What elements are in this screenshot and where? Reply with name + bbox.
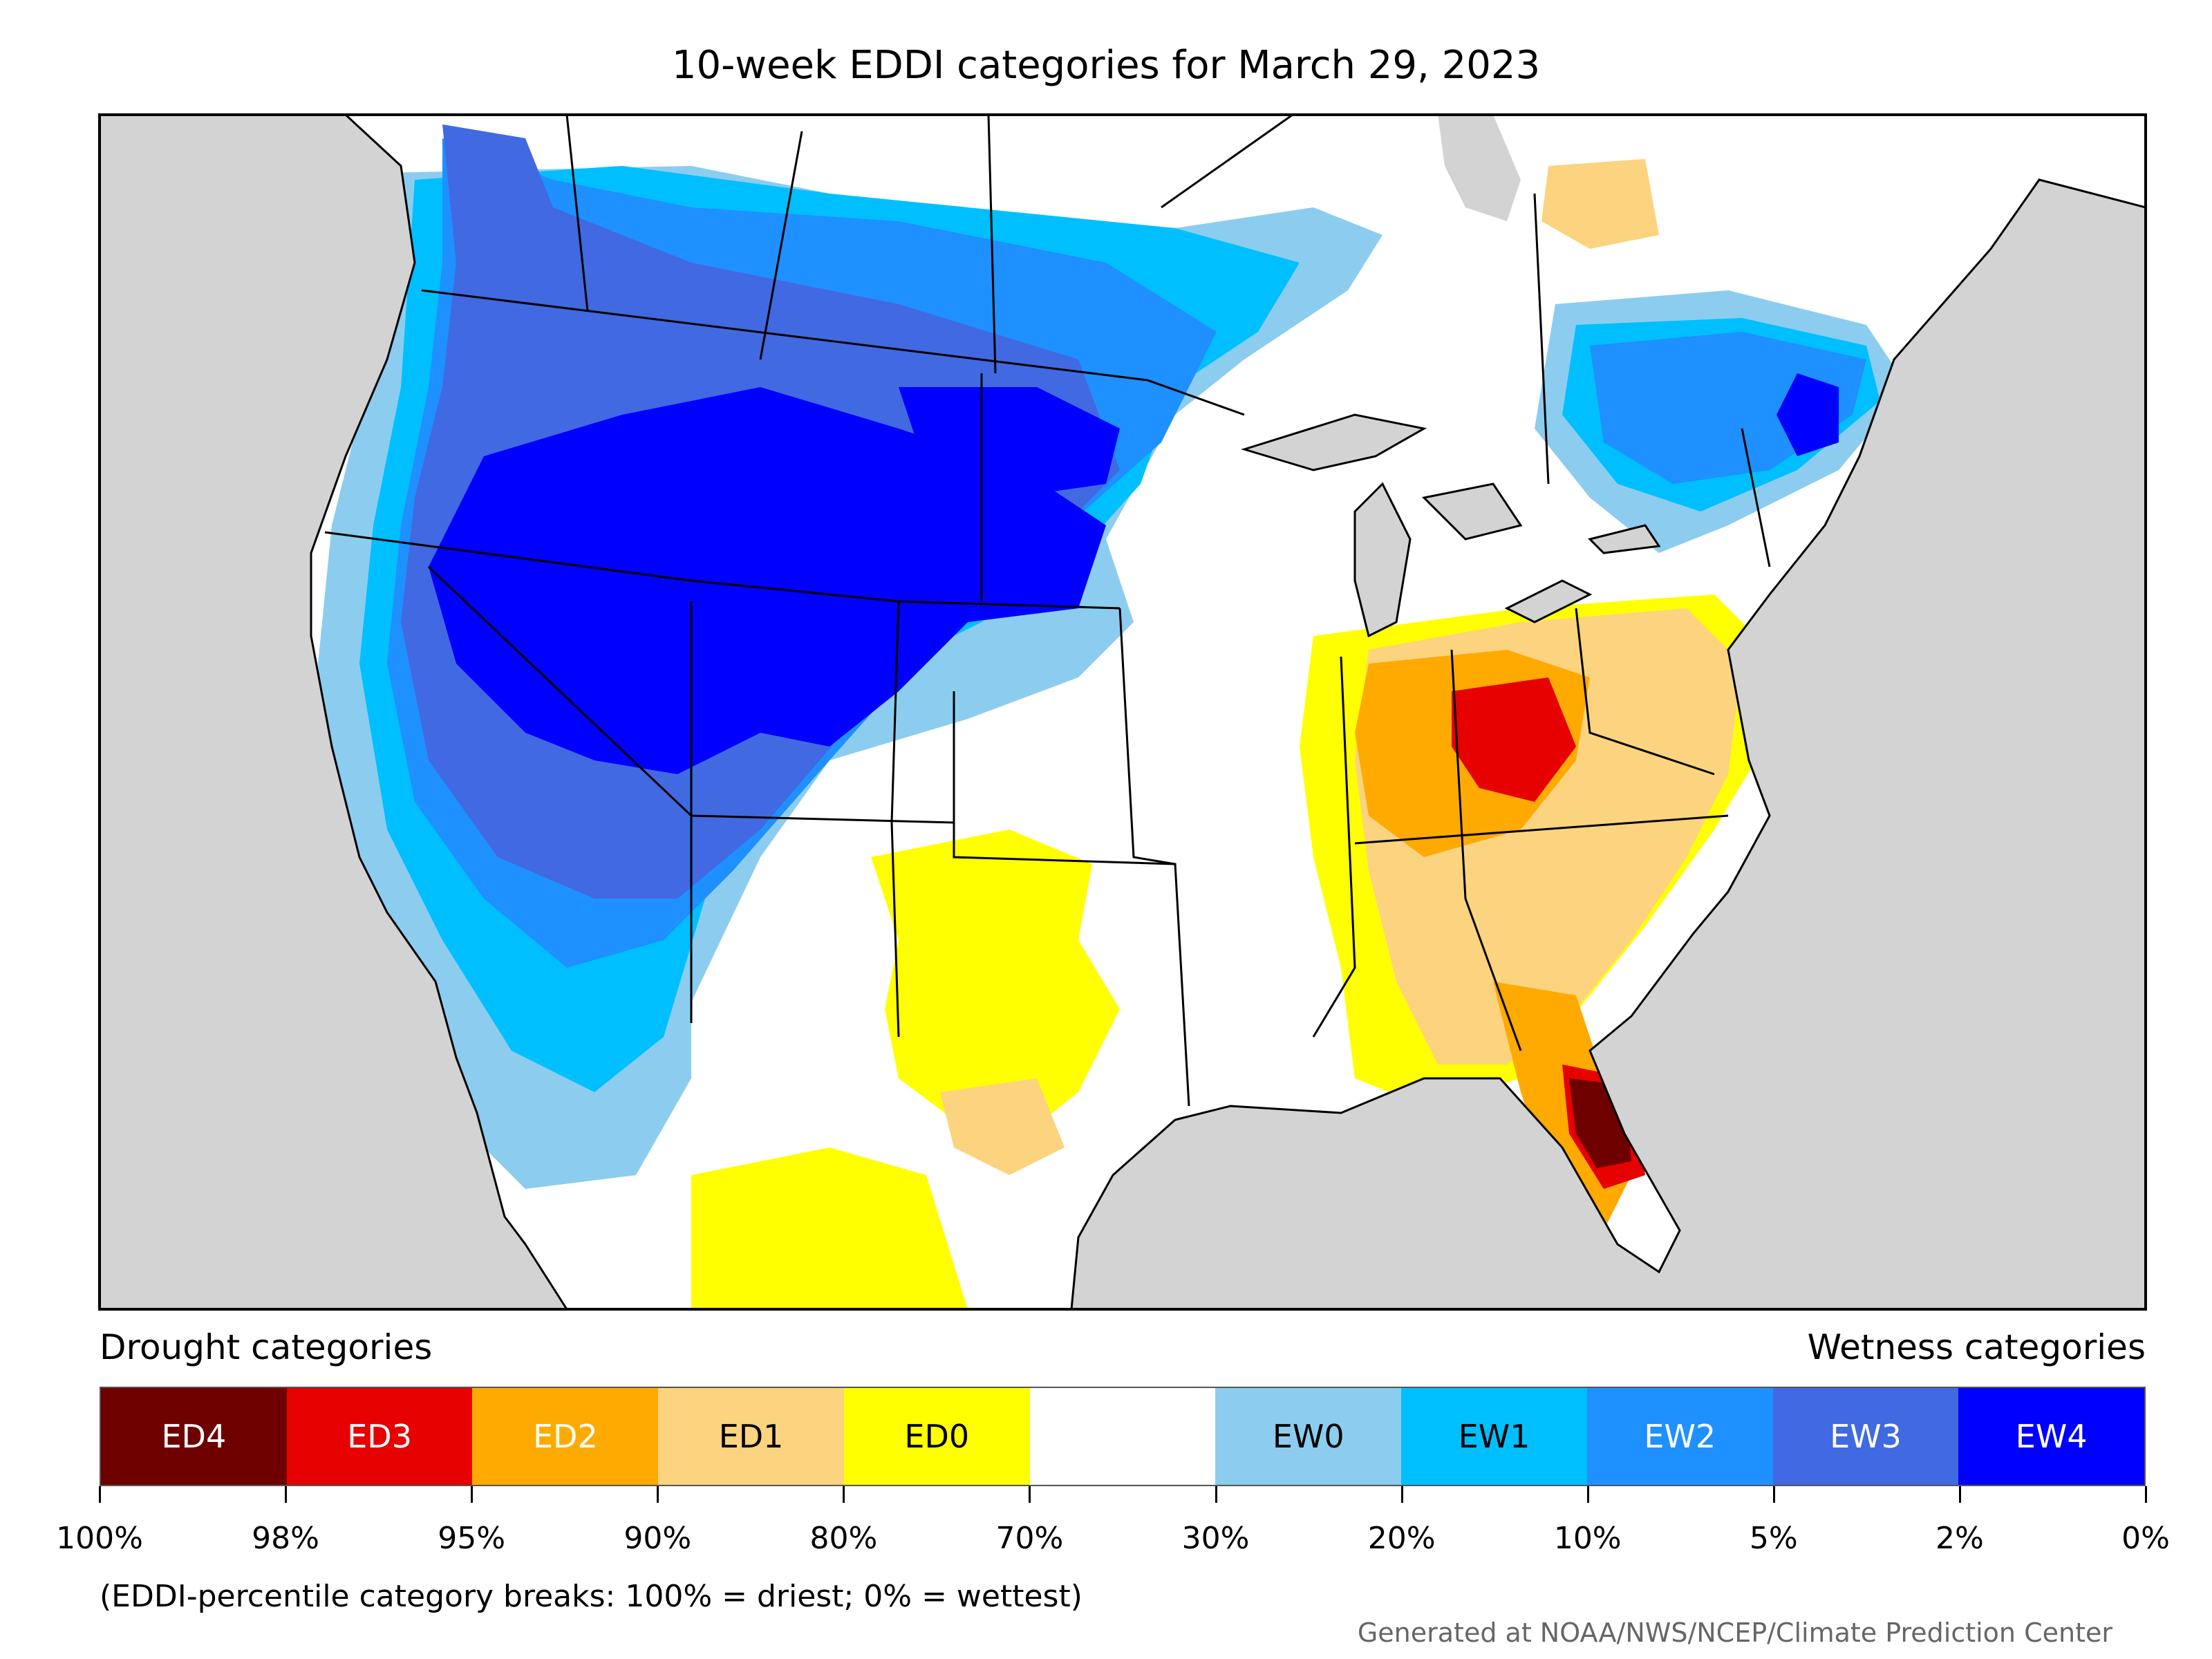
colorbar-ticks (99, 1486, 2147, 1507)
legend-swatch-ew1: EW1 (1401, 1388, 1587, 1485)
tick-mark (2145, 1486, 2147, 1503)
ed0-mexico (691, 1147, 968, 1309)
footnote: (EDDI-percentile category breaks: 100% =… (100, 1579, 1082, 1614)
tick-mark (1586, 1486, 1589, 1503)
tick-mark (1215, 1486, 1217, 1503)
category-shading (318, 124, 1908, 1309)
tick-label: 5% (1749, 1521, 1798, 1556)
ed3-ohio-valley (1452, 677, 1576, 802)
legend-swatch-ew0: EW0 (1215, 1388, 1402, 1485)
legend-swatch-ed2: ED2 (472, 1388, 659, 1485)
legend-swatch-neutral (1029, 1388, 1216, 1485)
coastline (310, 115, 2146, 1309)
tick-label: 10% (1553, 1521, 1622, 1556)
wetness-categories-heading: Wetness categories (1807, 1327, 2146, 1367)
tick-mark (285, 1486, 288, 1503)
great-lakes (1240, 413, 1661, 638)
ew4-northeast (1777, 373, 1839, 456)
tick-mark (1772, 1486, 1775, 1503)
legend-swatch-ed4: ED4 (101, 1388, 287, 1485)
colorbar-legend: ED4 ED3 ED2 ED1 ED0 EW0 EW1 EW2 EW3 EW4 (100, 1387, 2146, 1486)
tick-label: 2% (1936, 1521, 1984, 1556)
tick-label: 98% (252, 1521, 319, 1556)
tick-mark (1958, 1486, 1961, 1503)
tick-label: 95% (438, 1521, 506, 1556)
tick-label: 80% (809, 1521, 878, 1556)
tick-label: 20% (1367, 1521, 1436, 1556)
tick-mark (843, 1486, 845, 1503)
legend-swatch-ew3: EW3 (1772, 1388, 1959, 1485)
ed0-southern-plains (871, 830, 1120, 1147)
ed1-new-england (1541, 159, 1659, 249)
political-borders (324, 115, 1771, 1107)
ew4-west (429, 387, 1106, 774)
tick-mark (471, 1486, 474, 1503)
tick-mark (1400, 1486, 1403, 1503)
legend-swatch-ew4: EW4 (1958, 1388, 2145, 1485)
tick-label: 100% (56, 1521, 143, 1556)
map-frame-content (100, 115, 2146, 1309)
tick-mark (657, 1486, 659, 1503)
northern-gray-region (1438, 115, 1521, 221)
drought-categories-heading: Drought categories (100, 1327, 433, 1367)
map-frame (98, 113, 2147, 1311)
legend-swatch-ed1: ED1 (658, 1388, 844, 1485)
map-title: 10-week EDDI categories for March 29, 20… (671, 43, 1541, 88)
legend-swatch-ed3: ED3 (286, 1388, 473, 1485)
tick-mark (99, 1486, 101, 1503)
legend-swatch-ew2: EW2 (1586, 1388, 1773, 1485)
legend-swatch-ed0: ED0 (843, 1388, 1030, 1485)
tick-label: 0% (2121, 1521, 2170, 1556)
tick-label: 70% (995, 1521, 1064, 1556)
tick-mark (1029, 1486, 1031, 1503)
ed1-texas (940, 1078, 1065, 1175)
tick-label: 30% (1181, 1521, 1250, 1556)
credit-line: Generated at NOAA/NWS/NCEP/Climate Predi… (1357, 1618, 2112, 1648)
ew4-north (899, 387, 1120, 498)
tick-label: 90% (624, 1521, 692, 1556)
